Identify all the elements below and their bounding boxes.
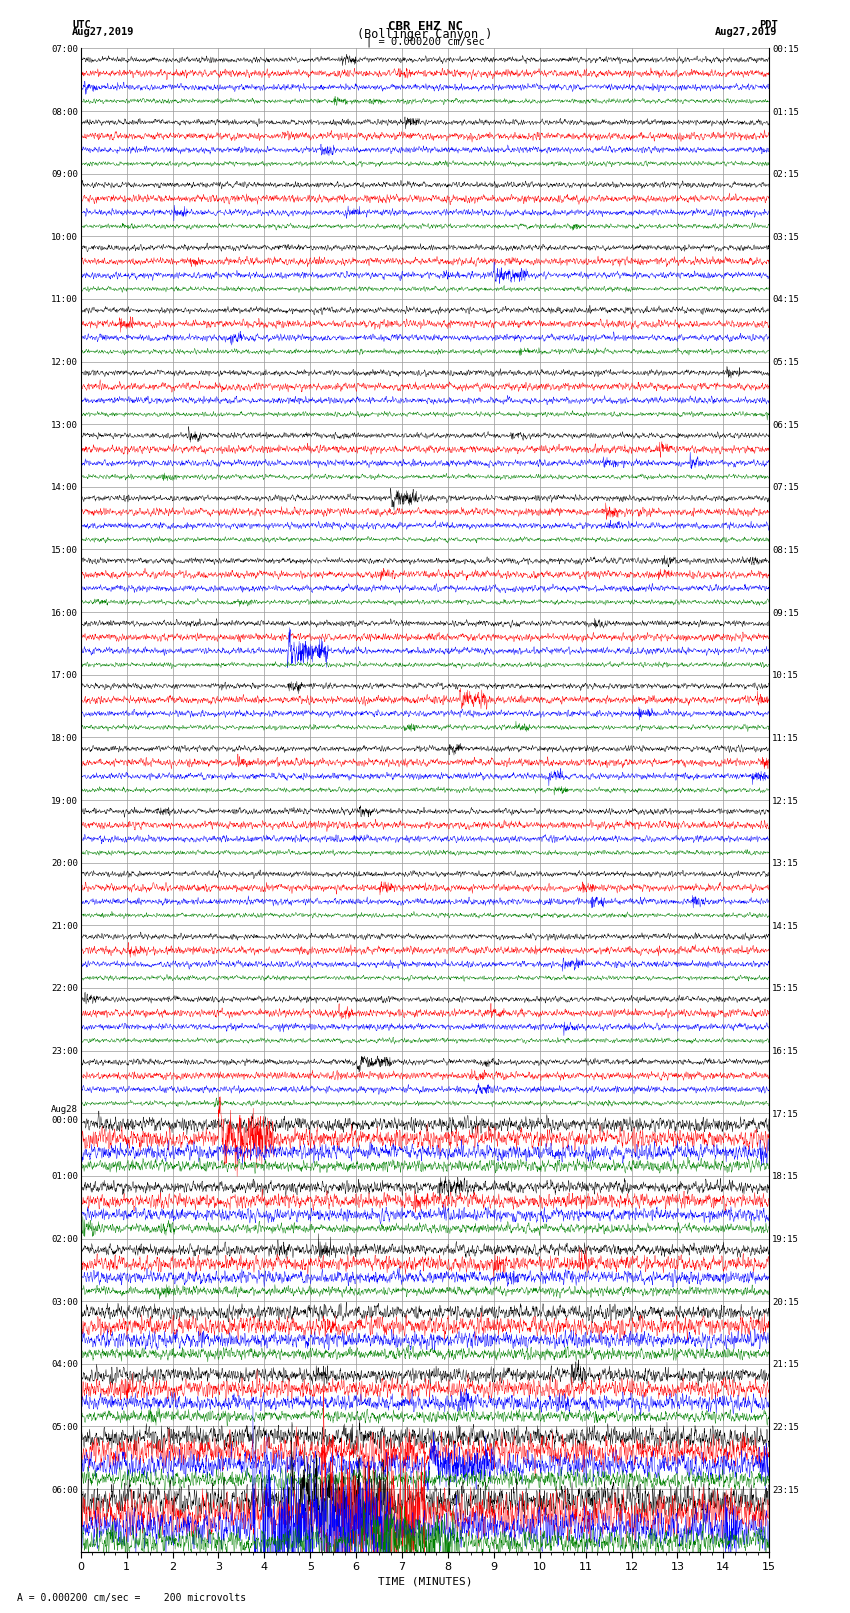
Text: UTC: UTC xyxy=(72,19,91,31)
Text: Aug27,2019: Aug27,2019 xyxy=(715,27,778,37)
Text: Aug27,2019: Aug27,2019 xyxy=(72,27,135,37)
Text: A = 0.000200 cm/sec =    200 microvolts: A = 0.000200 cm/sec = 200 microvolts xyxy=(17,1594,246,1603)
Text: | = 0.000200 cm/sec: | = 0.000200 cm/sec xyxy=(366,37,484,47)
X-axis label: TIME (MINUTES): TIME (MINUTES) xyxy=(377,1576,473,1586)
Text: CBR EHZ NC: CBR EHZ NC xyxy=(388,19,462,34)
Text: PDT: PDT xyxy=(759,19,778,31)
Text: (Bollinger Canyon ): (Bollinger Canyon ) xyxy=(357,29,493,42)
